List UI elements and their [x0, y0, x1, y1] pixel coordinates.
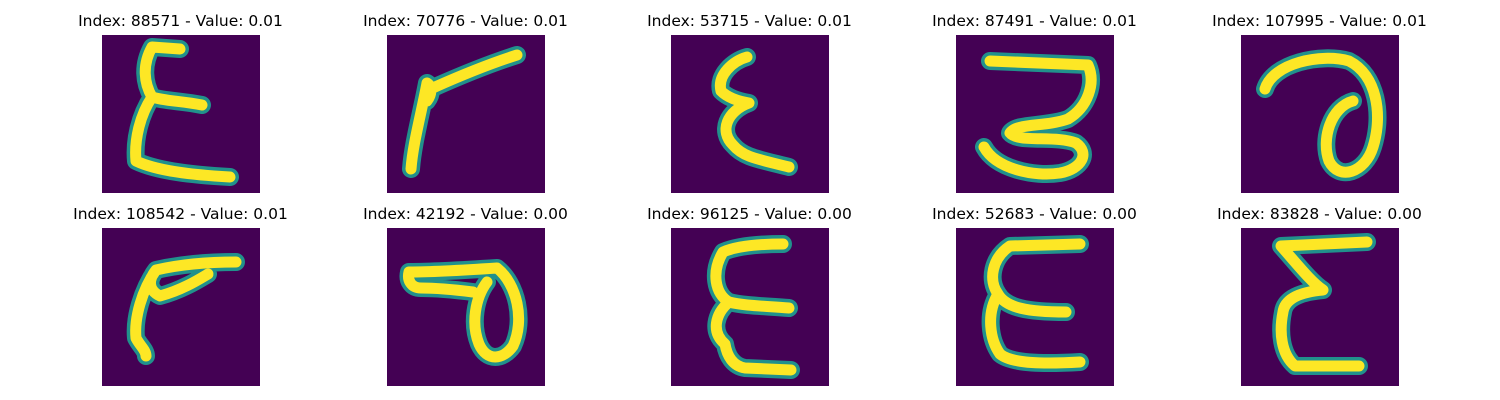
- glyph-drawing: [399, 259, 528, 366]
- panel-title: Index: 87491 - Value: 0.01: [932, 12, 1137, 30]
- glyph-drawing: [1272, 233, 1376, 375]
- image-panel: Index: 70776 - Value: 0.01: [323, 11, 608, 196]
- image-panel: Index: 52683 - Value: 0.00: [892, 204, 1177, 389]
- glyph-image: [1241, 35, 1399, 193]
- glyph-image: [387, 35, 545, 193]
- glyph-image: [102, 35, 260, 193]
- image-panel: Index: 88571 - Value: 0.01: [38, 11, 323, 196]
- image-panel: Index: 87491 - Value: 0.01: [892, 11, 1177, 196]
- glyph-drawing: [975, 52, 1101, 183]
- panel-title: Index: 70776 - Value: 0.01: [363, 12, 568, 30]
- glyph-drawing: [981, 235, 1089, 373]
- image-panel: Index: 107995 - Value: 0.01: [1177, 11, 1462, 196]
- panel-title: Index: 53715 - Value: 0.01: [647, 12, 852, 30]
- panel-title: Index: 96125 - Value: 0.00: [647, 205, 852, 223]
- glyph-image: [671, 228, 829, 386]
- glyph-drawing: [402, 46, 526, 178]
- image-panel: Index: 96125 - Value: 0.00: [607, 204, 892, 389]
- panel-title: Index: 88571 - Value: 0.01: [78, 12, 283, 30]
- image-panel: Index: 42192 - Value: 0.00: [323, 204, 608, 389]
- glyph-drawing: [126, 253, 245, 365]
- glyph-image: [956, 228, 1114, 386]
- glyph-drawing: [126, 38, 239, 186]
- glyph-drawing: [1256, 49, 1387, 182]
- glyph-image: [387, 228, 545, 386]
- panel-title: Index: 108542 - Value: 0.01: [73, 205, 288, 223]
- image-panel: Index: 53715 - Value: 0.01: [607, 11, 892, 196]
- glyph-image: [1241, 228, 1399, 386]
- panel-title: Index: 107995 - Value: 0.01: [1212, 12, 1427, 30]
- glyph-drawing: [706, 235, 800, 379]
- panel-title: Index: 42192 - Value: 0.00: [363, 205, 568, 223]
- panel-title: Index: 83828 - Value: 0.00: [1217, 205, 1422, 223]
- image-panel: Index: 108542 - Value: 0.01: [38, 204, 323, 389]
- glyph-image: [956, 35, 1114, 193]
- glyph-image: [671, 35, 829, 193]
- image-panel: Index: 83828 - Value: 0.00: [1177, 204, 1462, 389]
- glyph-drawing: [711, 48, 798, 176]
- panel-title: Index: 52683 - Value: 0.00: [932, 205, 1137, 223]
- glyph-image: [102, 228, 260, 386]
